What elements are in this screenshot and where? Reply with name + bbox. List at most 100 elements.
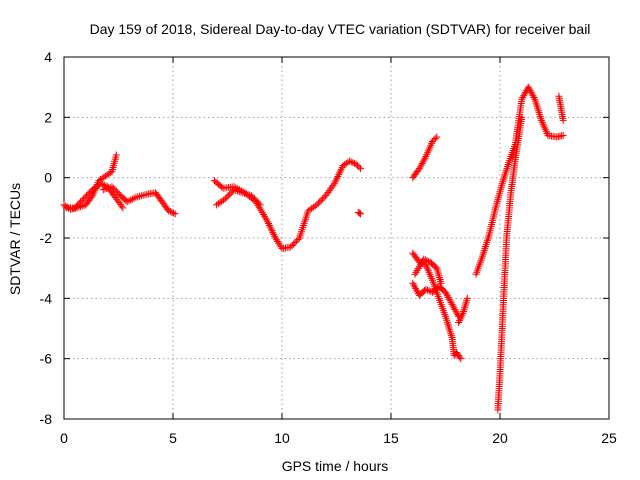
data-point <box>234 187 242 195</box>
data-points <box>60 83 567 414</box>
y-tick-label: -6 <box>40 351 53 367</box>
data-point <box>71 204 79 212</box>
data-point <box>171 210 179 218</box>
data-point <box>458 311 466 319</box>
data-point <box>77 198 85 206</box>
data-point <box>230 186 238 194</box>
data-point <box>106 183 114 191</box>
data-point <box>141 191 149 199</box>
data-point <box>227 189 235 197</box>
data-point <box>259 210 267 218</box>
data-point <box>267 225 275 233</box>
data-point <box>114 189 122 197</box>
data-point <box>261 212 269 220</box>
data-point <box>433 133 441 141</box>
data-point <box>337 165 345 173</box>
data-point <box>263 216 271 224</box>
data-point <box>316 198 324 206</box>
data-point <box>334 172 342 180</box>
data-point <box>97 180 105 188</box>
data-point <box>271 234 279 242</box>
data-point <box>290 240 298 248</box>
data-point <box>456 315 464 323</box>
data-point <box>287 243 295 251</box>
data-point <box>274 238 282 246</box>
data-point <box>265 221 273 229</box>
data-point <box>456 353 464 361</box>
data-point <box>257 207 265 215</box>
data-point <box>237 188 245 196</box>
data-point <box>356 165 364 173</box>
ticks: 0 5 10 15 20 25 -8 -6 -4 -2 0 2 4 <box>40 49 617 446</box>
data-point <box>165 207 173 215</box>
data-point <box>333 174 341 182</box>
data-point <box>74 201 82 209</box>
data-point <box>454 311 462 319</box>
data-point <box>99 180 107 188</box>
data-point <box>239 189 247 197</box>
data-point <box>293 237 301 245</box>
data-point <box>241 189 249 197</box>
x-tick-label: 10 <box>274 430 290 446</box>
data-point <box>455 318 463 326</box>
data-point <box>354 162 362 170</box>
data-point <box>355 163 363 171</box>
data-point <box>346 157 354 165</box>
data-point <box>235 188 243 196</box>
data-point <box>125 197 133 205</box>
data-point <box>317 196 325 204</box>
data-point <box>111 186 119 194</box>
data-point <box>455 317 463 325</box>
data-point <box>269 229 277 237</box>
data-point <box>437 279 445 287</box>
data-point <box>264 218 272 226</box>
data-point <box>166 208 174 216</box>
data-point <box>118 202 126 210</box>
data-point <box>119 204 127 212</box>
y-tick-label: -4 <box>40 290 53 306</box>
data-point <box>428 137 436 145</box>
y-tick-label: -2 <box>40 230 53 246</box>
data-point <box>421 154 429 162</box>
data-point <box>252 196 260 204</box>
data-point <box>75 199 83 207</box>
data-point <box>84 190 92 198</box>
data-point <box>72 202 80 210</box>
data-point <box>123 198 131 206</box>
data-point <box>258 209 266 217</box>
data-point <box>422 285 430 293</box>
data-point <box>530 94 538 102</box>
data-point <box>134 193 142 201</box>
data-point <box>224 192 232 200</box>
data-point <box>275 239 283 247</box>
y-tick-label: 2 <box>44 109 52 125</box>
y-axis-label: SDTVAR / TECUs <box>7 183 23 295</box>
data-point <box>81 193 89 201</box>
data-point <box>268 227 276 235</box>
data-point <box>271 232 279 240</box>
data-point <box>270 230 278 238</box>
data-point <box>256 201 264 209</box>
data-point <box>423 257 431 265</box>
y-tick-label: 0 <box>44 170 52 186</box>
data-point <box>223 193 231 201</box>
data-point <box>253 198 261 206</box>
data-point <box>319 195 327 203</box>
data-point <box>255 199 263 207</box>
x-tick-label: 0 <box>60 430 68 446</box>
data-point <box>313 201 321 209</box>
data-point <box>103 185 111 193</box>
x-tick-label: 25 <box>601 430 617 446</box>
data-point <box>431 134 439 142</box>
data-point <box>420 255 428 263</box>
data-point <box>329 181 337 189</box>
data-point <box>78 196 86 204</box>
data-point <box>332 176 340 184</box>
data-point <box>226 190 234 198</box>
x-tick-label: 20 <box>492 430 508 446</box>
chart-title: Day 159 of 2018, Sidereal Day-to-day VTE… <box>90 21 591 37</box>
data-point <box>331 178 339 186</box>
y-tick-label: -8 <box>40 411 53 427</box>
data-point <box>85 189 93 197</box>
